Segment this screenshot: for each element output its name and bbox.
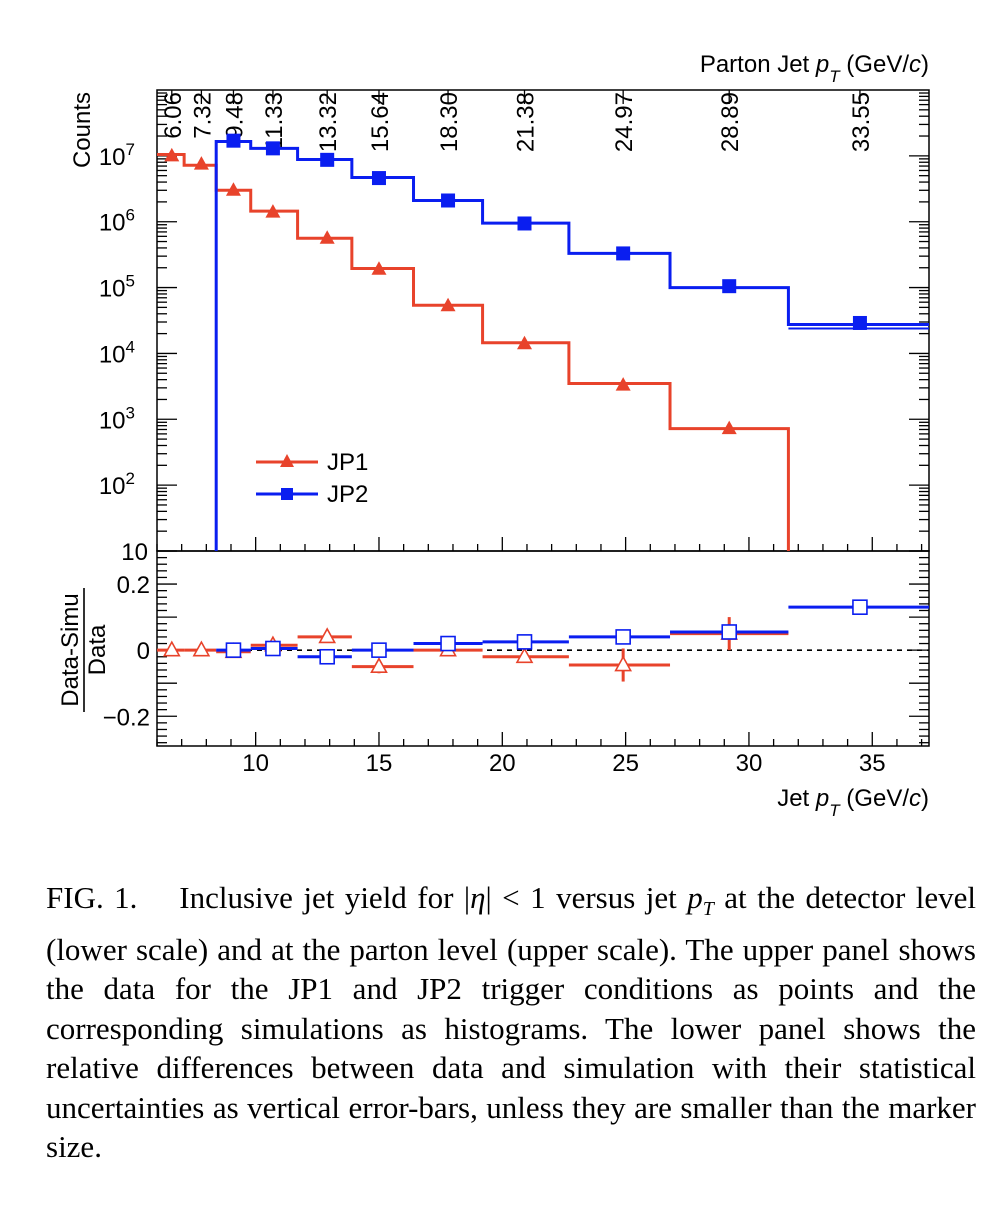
jp2-histogram [214,140,929,551]
caption-text-2: | < 1 versus jet [485,880,688,915]
jp1-ratio-point [515,647,534,664]
lower-axis-ticks: 10 15 20 25 30 35 0.2 0 −0.2 [103,550,929,777]
y-tick-label: 107 [99,140,135,171]
y-tick-label: 10 [121,539,148,566]
caption-eta: η [470,880,486,915]
parton-axis-tick-label: 24.97 [611,92,638,152]
jp2-ratio-point [440,635,456,652]
jet-yield-figure: 10 102 103 104 105 106 107 6.06 7.32 9.48 11.33 13… [57,51,930,820]
jp2-ratio-point [371,642,387,658]
parton-axis-tick-label: 28.89 [717,92,744,152]
jp1-ratio-point [318,627,337,644]
jp2-ratio-point [615,629,631,645]
jp1-data-point [371,261,387,275]
jet-pt-axis-title: Jet pT (GeV/c) [777,785,929,820]
lower-y-tick-label: 0.2 [117,572,150,599]
ratio-axis-label: Data-Simu Data [57,588,111,712]
legend-jp2-label: JP2 [327,481,368,508]
jp1-data-point [721,420,737,435]
ratio-label-numerator: Data-Simu [57,593,84,706]
jp1-ratio-point [192,640,211,657]
y-tick-label: 104 [99,337,135,368]
legend-jp1-label: JP1 [327,449,368,476]
caption-label: FIG. 1. [46,880,138,915]
jp2-data-point [722,279,737,294]
lower-y-tick-label: −0.2 [103,704,150,731]
jp2-ratio-point [516,634,533,650]
jp1-ratio-point [370,657,388,673]
caption-pt-sub: T [702,898,714,921]
lower-plot-area [157,599,929,682]
jp1-data-point [319,230,335,244]
jp2-data-point [226,133,241,148]
x-tick-label: 35 [859,750,886,777]
legend: JP1 JP2 [256,449,368,508]
x-tick-label: 20 [489,750,516,777]
jp1-histogram [157,152,790,551]
y-tick-label: 103 [99,403,135,434]
counts-axis-label: Counts [69,92,96,168]
upper-plot-area [157,133,929,551]
parton-axis-tick-label: 11.33 [261,92,288,150]
upper-panel-frame [156,89,930,552]
parton-axis-tick-label: 7.32 [189,92,216,139]
jp1-data-point [193,156,209,170]
jp2-ratio-point [852,599,868,615]
jp2-ratio-point [265,640,281,657]
parton-axis-ticks: 6.06 7.32 9.48 11.33 13.32 15.64 18.30 21.38 24.… [160,90,875,152]
y-tick-label: 105 [99,272,135,303]
jp2-data-point [517,216,532,231]
x-tick-label: 25 [612,750,639,777]
jp1-data-point [225,182,241,196]
jp2-ratio-point [319,648,335,665]
legend-jp2-marker [281,488,293,500]
jp1-ratio-point [162,640,181,657]
caption-text-3: at the detector level (lower scale) and … [46,880,976,1165]
jp1-data-point [517,335,533,350]
parton-axis-tick-label: 6.06 [160,92,187,139]
parton-axis-tick-label: 15.64 [367,92,394,152]
legend-jp1-marker [280,454,294,467]
y-tick-label: 102 [99,469,135,500]
parton-axis-tick-label: 9.48 [221,92,248,139]
ratio-label-denominator: Data [84,624,111,675]
jp2-data-point [265,141,280,156]
parton-axis-tick-label: 13.32 [315,92,342,152]
figure-caption: FIG. 1. Inclusive jet yield for |η| < 1 … [46,878,976,1167]
jp1-ratio-point [614,655,633,672]
jp2-data-point [852,315,867,330]
parton-axis-tick-label: 18.30 [436,92,463,152]
parton-axis-title: Parton Jet pT (GeV/c) [700,51,929,86]
caption-text-1: Inclusive jet yield for | [179,880,471,915]
y-tick-label: 106 [99,206,135,237]
jp1-data-point [615,377,631,391]
jp1-data-point [440,297,456,312]
jp2-data-point [320,152,335,167]
caption-pt: p [687,880,703,915]
x-tick-label: 10 [242,750,269,777]
x-tick-label: 30 [736,750,763,777]
upper-axis-ticks: 10 102 103 104 105 106 107 [99,92,929,566]
jp2-data-point [371,171,386,186]
x-tick-label: 15 [366,750,393,777]
jp2-ratio-point [225,642,242,658]
lower-panel-frame [156,550,930,747]
jp2-data-point [616,246,631,261]
parton-axis-tick-label: 21.38 [513,92,540,152]
jp1-data-point [265,204,281,218]
jp2-ratio-point [721,624,738,640]
jp1-data-point [164,147,180,162]
lower-y-tick-label: 0 [137,638,150,665]
parton-axis-tick-label: 33.55 [848,92,875,152]
jp2-data-point [441,193,456,208]
